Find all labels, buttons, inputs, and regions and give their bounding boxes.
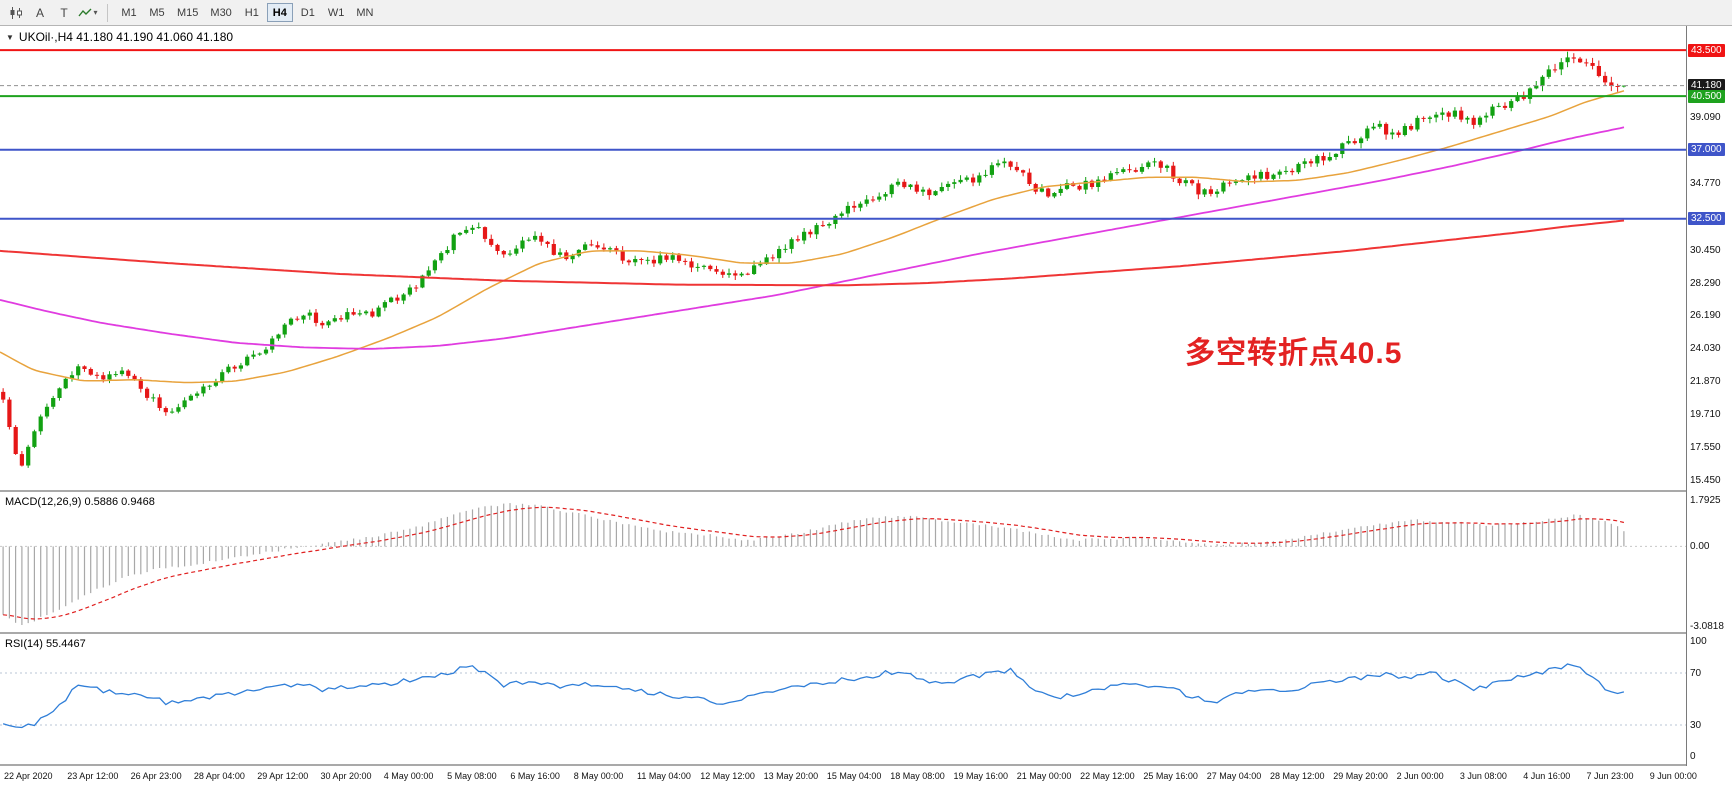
current-price-label: 41.180: [1688, 79, 1725, 93]
macd-panel-resize-handle[interactable]: [0, 490, 1732, 492]
time-axis-label: 30 Apr 20:00: [320, 771, 372, 781]
dropdown-caret-icon: ▾: [93, 8, 98, 17]
toolbar-separator: [107, 3, 108, 22]
time-axis[interactable]: 22 Apr 2020 23 Apr 12:00 26 Apr 23:00 28 Ap…: [0, 766, 1732, 792]
timeframe-m5-button[interactable]: M5: [144, 3, 170, 22]
timeframe-w1-button[interactable]: W1: [323, 3, 350, 22]
time-axis-label: 28 May 12:00: [1270, 771, 1325, 781]
time-axis-label: 13 May 20:00: [763, 771, 819, 781]
time-axis-label: 29 Apr 12:00: [257, 771, 309, 781]
time-axis-label: 22 May 12:00: [1080, 771, 1135, 781]
time-axis-label: 12 May 12:00: [700, 771, 755, 781]
level-price-label: 37.000: [1688, 143, 1725, 157]
price-axis[interactable]: 39.090 34.770 30.450 28.290 26.190 24.030 21.8…: [1686, 26, 1732, 766]
time-axis-label: 29 May 20:00: [1333, 771, 1388, 781]
time-axis-label: 15 May 04:00: [826, 771, 882, 781]
time-axis-label: 27 May 04:00: [1206, 771, 1262, 781]
time-axis-label: 6 May 16:00: [510, 771, 560, 781]
level-price-label: 40.500: [1688, 89, 1725, 103]
macd-label: MACD(12,26,9) 0.5886 0.9468: [5, 496, 155, 508]
time-axis-label: 21 May 00:00: [1016, 771, 1072, 781]
cursor-a-button[interactable]: A: [29, 3, 51, 23]
time-axis-label: 7 Jun 23:00: [1586, 771, 1634, 781]
rsi-axis-label: 0: [1690, 750, 1696, 762]
price-axis-label: 17.550: [1690, 442, 1721, 454]
time-axis-label: 2 Jun 00:00: [1396, 771, 1444, 781]
rsi-axis-label: 30: [1690, 719, 1702, 731]
timeframe-m15-button[interactable]: M15: [172, 3, 203, 22]
time-axis-label: 28 Apr 04:00: [193, 771, 245, 781]
timeframe-group: M1 M5 M15 M30 H1 H4 D1 W1 MN: [115, 3, 379, 22]
time-axis-label: 22 Apr 2020: [4, 771, 53, 781]
candlestick-glyph: [10, 6, 22, 19]
symbol-dropdown-icon[interactable]: ▼: [6, 32, 14, 42]
price-axis-label: 30.450: [1690, 244, 1721, 256]
price-axis-label: 24.030: [1690, 343, 1721, 354]
price-axis-label: 15.450: [1690, 474, 1721, 486]
price-axis-label: 39.090: [1690, 112, 1721, 124]
level-price-label: 43.500: [1688, 43, 1725, 57]
time-axis-label: 11 May 04:00: [637, 771, 691, 781]
time-axis-label: 26 Apr 23:00: [130, 771, 182, 781]
time-axis-label: 3 Jun 08:00: [1459, 771, 1507, 781]
time-axis-label: 5 May 08:00: [447, 771, 497, 781]
rsi-axis-label: 100: [1690, 635, 1707, 647]
rsi-axis-label: 70: [1690, 667, 1702, 679]
price-axis-label: 34.770: [1690, 178, 1721, 190]
price-axis-label: 19.710: [1690, 409, 1721, 421]
time-axis-label: 9 Jun 00:00: [1649, 771, 1697, 781]
macd-axis-label: -3.0818: [1690, 620, 1724, 632]
indicators-dropdown-button[interactable]: ▾: [77, 3, 99, 23]
macd-axis-label: 0.00: [1690, 540, 1710, 552]
timeframe-h4-button[interactable]: H4: [266, 3, 293, 22]
macd-plot[interactable]: [0, 492, 1686, 632]
price-chart-plot[interactable]: [0, 26, 1686, 490]
time-axis-label: 4 May 00:00: [383, 771, 434, 781]
price-axis-label: 26.190: [1690, 309, 1721, 321]
rsi-label: RSI(14) 55.4467: [5, 638, 86, 650]
rsi-panel-resize-handle[interactable]: [0, 632, 1732, 634]
indicator-line-icon: [78, 8, 92, 16]
text-tool-button[interactable]: T: [53, 3, 75, 23]
timeframe-m30-button[interactable]: M30: [205, 3, 236, 22]
price-axis-label: 28.290: [1690, 277, 1721, 289]
symbol-ohlc-text: UKOil·,H4 41.180 41.190 41.060 41.180: [18, 30, 234, 44]
price-axis-label: 21.870: [1690, 376, 1721, 388]
time-axis-label: 8 May 00:00: [573, 771, 624, 781]
timeframe-d1-button[interactable]: D1: [295, 3, 321, 22]
timeframe-h1-button[interactable]: H1: [239, 3, 265, 22]
time-axis-separator: [0, 764, 1732, 766]
time-axis-label: 25 May 16:00: [1143, 771, 1198, 781]
timeframe-mn-button[interactable]: MN: [351, 3, 378, 22]
time-axis-label: 18 May 08:00: [890, 771, 945, 781]
time-axis-label: 23 Apr 12:00: [67, 771, 119, 781]
candlestick-chart-icon[interactable]: [5, 3, 27, 23]
chart-header: ▼ UKOil·,H4 41.180 41.190 41.060 41.180: [6, 30, 233, 44]
annotation-text: 多空转折点40.5: [1185, 337, 1403, 370]
main-toolbar: A T ▾ M1 M5 M15 M30 H1 H4 D1 W1 MN: [0, 0, 1732, 26]
macd-axis-label: 1.7925: [1690, 494, 1721, 506]
time-axis-label: 4 Jun 16:00: [1523, 771, 1571, 781]
time-axis-label: 19 May 16:00: [953, 771, 1009, 781]
timeframe-m1-button[interactable]: M1: [116, 3, 142, 22]
level-price-label: 32.500: [1688, 212, 1725, 226]
rsi-plot[interactable]: [0, 634, 1686, 764]
